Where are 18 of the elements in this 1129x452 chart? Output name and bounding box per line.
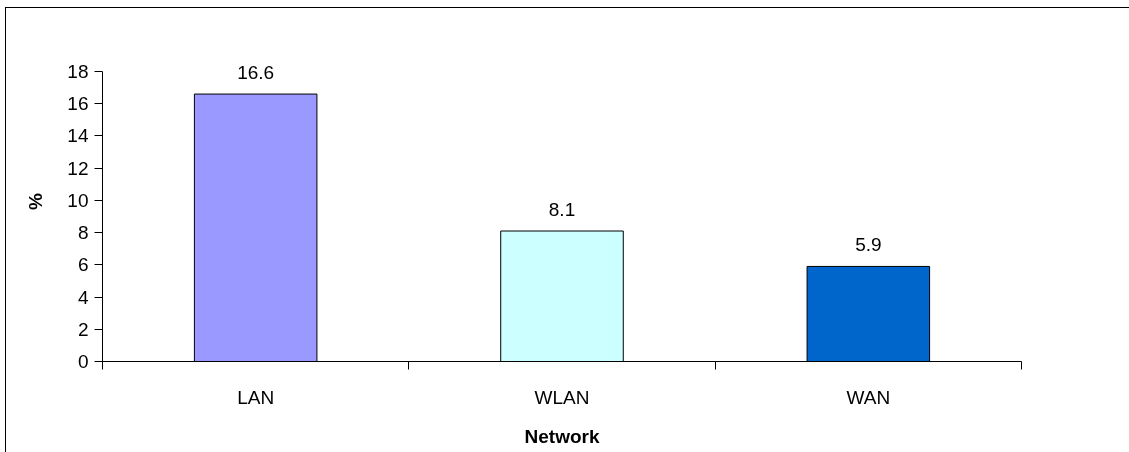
x-axis-title: Network xyxy=(524,425,600,447)
y-tick-label: 16 xyxy=(67,93,89,115)
y-tick-label: 14 xyxy=(67,125,89,147)
x-tick-label: WLAN xyxy=(534,386,590,408)
y-tick-label: 12 xyxy=(67,157,89,179)
y-tick-label: 10 xyxy=(67,189,89,211)
data-label: 8.1 xyxy=(548,199,576,220)
y-tick-label: 0 xyxy=(77,351,89,372)
y-tick-label: 4 xyxy=(77,286,89,308)
data-label: 16.6 xyxy=(237,62,275,84)
y-axis-title: % xyxy=(25,192,47,210)
x-tick-label: LAN xyxy=(237,386,275,408)
y-tick-label: 2 xyxy=(77,318,89,340)
y-tick-label: 6 xyxy=(77,254,89,276)
y-tick-label: 18 xyxy=(67,61,89,82)
y-tick-label: 8 xyxy=(77,222,89,244)
data-label: 5.9 xyxy=(855,234,882,256)
x-tick-label: WAN xyxy=(846,386,891,408)
